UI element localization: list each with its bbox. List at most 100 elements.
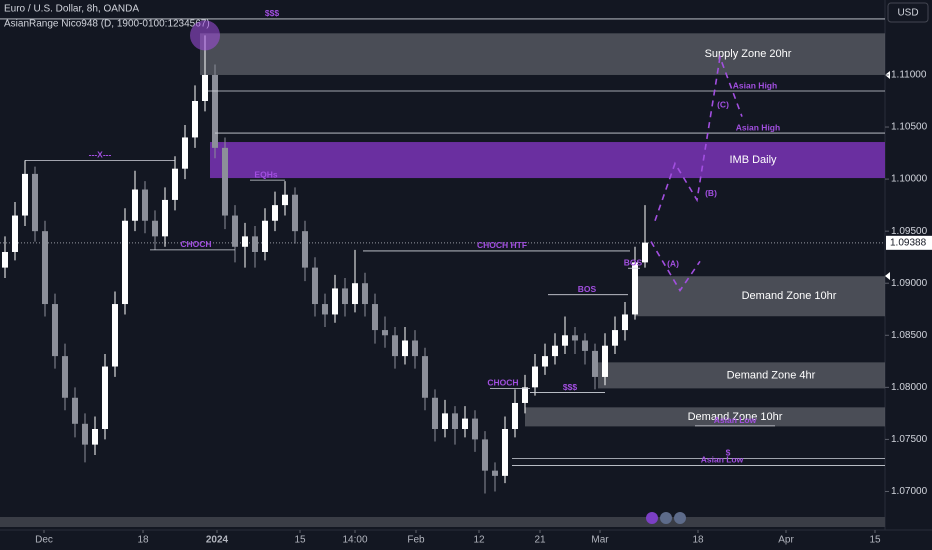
candle-body — [462, 418, 468, 429]
candle-body — [12, 215, 18, 252]
candle-body — [382, 330, 388, 336]
indicator-title: AsianRange Nico948 (D, 1900-0100:1234567… — [4, 19, 210, 30]
candle-body — [362, 283, 368, 305]
level-label: EQHs — [254, 169, 277, 179]
y-tick-label: 1.11000 — [891, 70, 927, 81]
axis-marker — [885, 272, 890, 280]
candle-body — [412, 340, 418, 357]
candle-body — [72, 397, 78, 424]
candle-body — [252, 236, 258, 252]
candle-body — [2, 251, 8, 268]
zone — [635, 276, 885, 317]
candle-body — [232, 215, 238, 247]
candle-body — [392, 335, 398, 357]
y-tick-label: 1.09500 — [891, 226, 928, 237]
candle-body — [162, 199, 168, 237]
candle-body — [472, 418, 478, 440]
zone — [525, 407, 885, 427]
candle-body — [242, 236, 248, 247]
candle-body — [22, 173, 28, 216]
level-label: Asian High — [733, 80, 777, 90]
x-tick-label: 18 — [692, 535, 704, 546]
candle-body — [502, 428, 508, 476]
candle-body — [272, 205, 278, 221]
candle-body — [202, 74, 208, 102]
candle-body — [122, 220, 128, 305]
level-label: CHOCH — [180, 239, 211, 249]
projection-path — [654, 54, 743, 222]
level-label: ---X--- — [89, 150, 112, 160]
level-label: Asian High — [736, 122, 780, 132]
zone-label: Demand Zone 4hr — [727, 369, 816, 381]
candle-body — [152, 220, 158, 237]
candle-body — [372, 304, 378, 331]
candle-body — [302, 231, 308, 268]
candle-body — [292, 194, 298, 232]
candle-body — [282, 194, 288, 206]
zone — [598, 362, 885, 389]
y-tick-label: 1.07500 — [891, 434, 928, 445]
level-label: $$$ — [265, 8, 279, 18]
zone-label: Demand Zone 10hr — [688, 411, 783, 423]
candle-body — [512, 402, 518, 429]
x-tick-label: 15 — [869, 535, 881, 546]
last-price-label: 1.09388 — [890, 237, 927, 248]
candle-body — [482, 439, 488, 471]
candle-body — [552, 345, 558, 357]
candle-body — [132, 189, 138, 221]
x-tick-label: Apr — [778, 535, 794, 546]
projection-path — [650, 241, 701, 292]
event-icon[interactable] — [660, 512, 672, 524]
candle-body — [542, 356, 548, 367]
candle-body — [492, 470, 498, 476]
y-tick-label: 1.10000 — [891, 174, 928, 185]
currency-label: USD — [897, 8, 918, 19]
wave-label: (C) — [717, 99, 729, 109]
candle-body — [592, 350, 598, 377]
candle-body — [112, 304, 118, 367]
x-tick-label: 2024 — [206, 535, 229, 546]
level-label: Asian Low — [714, 415, 757, 425]
candle-body — [172, 168, 178, 200]
candle-body — [92, 428, 98, 445]
candle-body — [42, 231, 48, 305]
candle-body — [612, 330, 618, 346]
candle-body — [622, 314, 628, 331]
candle-body — [402, 340, 408, 357]
x-tick-label: Feb — [407, 535, 425, 546]
level-label: BOS — [624, 257, 643, 267]
level-label: CHOCH — [487, 378, 518, 388]
candle-body — [522, 387, 528, 403]
candle-body — [332, 288, 338, 315]
candle-body — [442, 413, 448, 429]
level-label: CHOCH HTF — [477, 240, 527, 250]
candle-body — [322, 304, 328, 315]
x-tick-label: 12 — [473, 535, 485, 546]
zone-label: IMB Daily — [729, 154, 777, 166]
candle-body — [222, 147, 228, 216]
wave-label: (B) — [705, 188, 717, 198]
candle-body — [62, 356, 68, 398]
y-tick-label: 1.10500 — [891, 122, 928, 133]
x-tick-label: 18 — [137, 535, 149, 546]
y-tick-label: 1.08000 — [891, 382, 928, 393]
event-icon[interactable] — [646, 512, 658, 524]
y-tick-label: 1.07000 — [891, 486, 928, 497]
event-icon[interactable] — [674, 512, 686, 524]
last-price-tag — [886, 235, 932, 250]
candle-body — [582, 340, 588, 351]
level-label: $ — [726, 448, 731, 458]
zone — [210, 142, 885, 179]
y-tick-label: 1.09000 — [891, 278, 928, 289]
wave-label: (A) — [667, 259, 679, 269]
currency-button[interactable] — [887, 2, 929, 23]
candle-body — [572, 335, 578, 341]
level-label: BOS — [578, 284, 597, 294]
candle-body — [422, 356, 428, 398]
candle-body — [192, 101, 198, 138]
candle-body — [212, 74, 218, 148]
level-label: $$$ — [563, 382, 577, 392]
scrollbar[interactable] — [0, 517, 885, 527]
x-tick-label: Dec — [35, 535, 53, 546]
